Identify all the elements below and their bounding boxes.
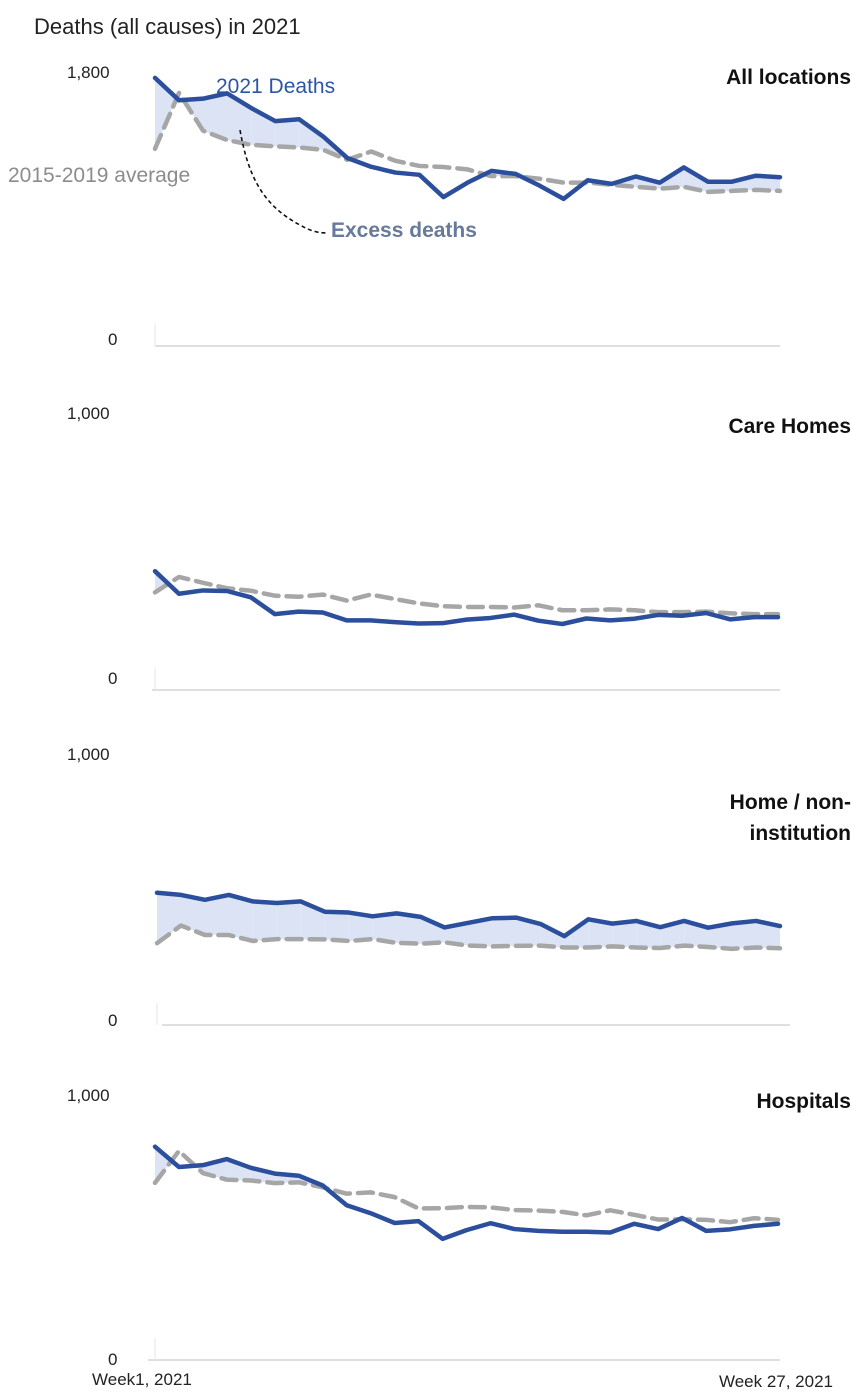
- excess-deaths-annotation: Excess deaths: [331, 219, 477, 242]
- panel-3-excess-area: [708, 923, 733, 949]
- panel-1-excess-area: [707, 181, 732, 192]
- panel-3-title: Home / non-institution: [729, 791, 851, 845]
- panel-2-title: Care Homes: [728, 415, 851, 438]
- panel-1-average-line: [152, 90, 783, 195]
- panel-1-excess-area: [755, 175, 780, 191]
- x-end-label: Week 27, 2021: [718, 1372, 833, 1391]
- panel-3-excess-area: [588, 919, 613, 948]
- panel-3-excess-area: [276, 901, 301, 940]
- panel-3-excess-area: [324, 911, 349, 941]
- panel-3-excess-area: [228, 894, 253, 941]
- panel-3-excess-area: [252, 901, 277, 941]
- panel-1-excess-area: [275, 119, 300, 148]
- panel-3-excess-area: [157, 892, 181, 944]
- panel-3-average-line: [154, 923, 783, 952]
- panel-2-average-line: [152, 574, 781, 617]
- panel-2-ymax-label: 1,000: [67, 404, 110, 423]
- excess-deaths-leader-line: [239, 129, 328, 234]
- panel-3-excess-area: [732, 920, 757, 949]
- panel-4-deaths-2021-line: [152, 1144, 781, 1242]
- panel-3-excess-area: [348, 912, 373, 941]
- deaths-2021-annotation: 2021 Deaths: [216, 75, 336, 98]
- panel-3-deaths-2021-line: [154, 890, 783, 939]
- panel-2-deaths-2021-line: [152, 568, 781, 627]
- panel-1-excess-area: [299, 119, 324, 150]
- panel-3-ymax-label: 1,000: [67, 745, 110, 764]
- panel-2-ymin-label: 0: [108, 669, 118, 688]
- panel-4-ymin-label: 0: [108, 1350, 118, 1369]
- panel-1-title: All locations: [726, 66, 851, 89]
- panel-3-excess-area: [204, 894, 229, 936]
- panel-3-excess-area: [564, 919, 589, 948]
- x-start-label: Week1, 2021: [92, 1370, 192, 1389]
- panel-4-title: Hospitals: [756, 1090, 851, 1113]
- panel-1-excess-area: [251, 107, 276, 147]
- panel-4-excess-area: [226, 1159, 251, 1181]
- panel-3-excess-area: [756, 920, 780, 949]
- panel-1-excess-area: [203, 93, 228, 141]
- panel-3-excess-area: [468, 918, 493, 947]
- panel-3-excess-area: [372, 913, 397, 943]
- panel-4-ymax-label: 1,000: [67, 1086, 110, 1105]
- chart-title: Deaths (all causes) in 2021: [34, 14, 301, 39]
- panel-3-excess-area: [420, 916, 445, 944]
- panel-3-excess-area: [540, 923, 565, 948]
- panel-3-excess-area: [396, 913, 421, 944]
- panel-3-excess-area: [180, 894, 205, 936]
- panel-3-ymin-label: 0: [108, 1011, 118, 1030]
- panel-3-excess-area: [492, 917, 517, 947]
- panel-1-ymax-label: 1,800: [67, 63, 110, 82]
- panel-4-average-line: [152, 1148, 781, 1225]
- panel-1-deaths-2021-line: [152, 75, 783, 202]
- average-annotation: 2015-2019 average: [8, 164, 191, 187]
- panel-3-excess-area: [516, 917, 541, 946]
- panel-3-excess-area: [612, 920, 637, 948]
- panel-1-ymin-label: 0: [108, 330, 118, 349]
